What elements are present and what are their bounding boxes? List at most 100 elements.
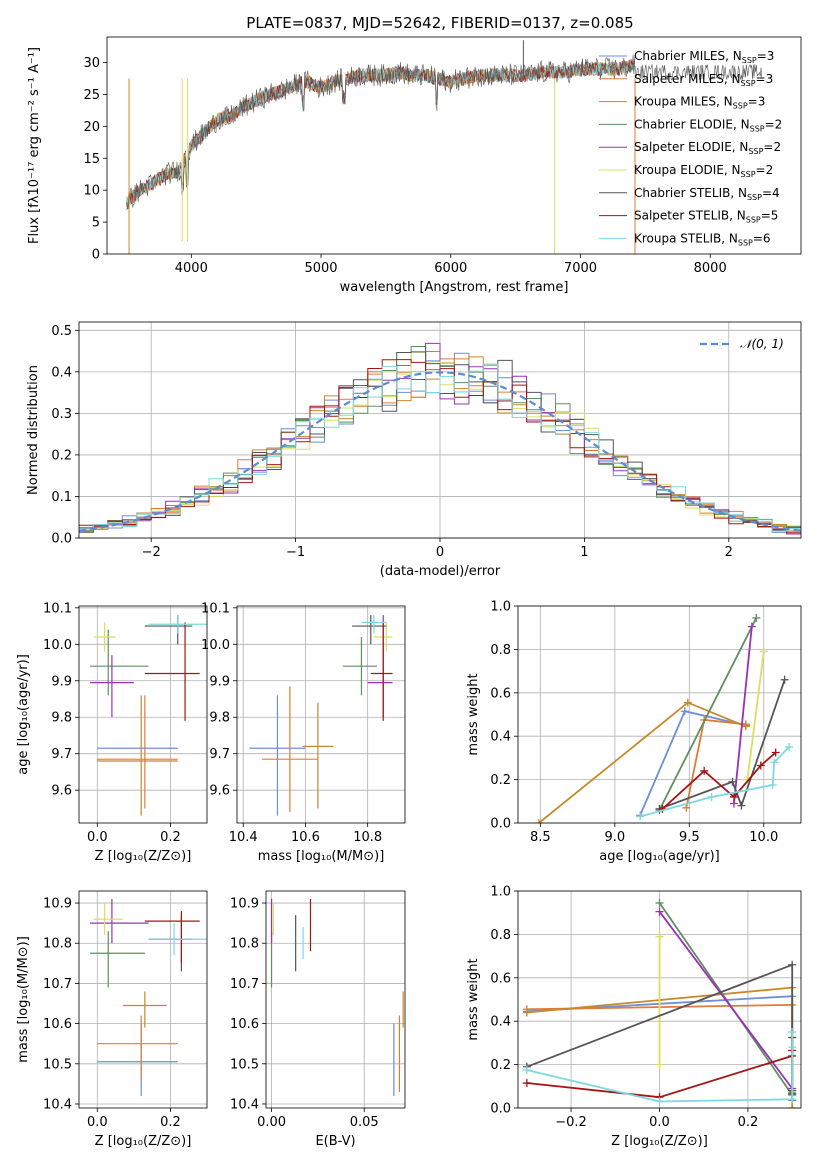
weight-marker [655, 898, 664, 907]
y-tick-label: 0 [92, 248, 100, 263]
weight-marker [636, 812, 645, 821]
panel-age-vs-z: 0.0 0.2 9.6 9.7 9.8 9.9 10.0 10.1 Z [log₁₀(Z/Z⊙)… [16, 601, 208, 864]
x-tick-label: 0.2 [160, 1115, 181, 1130]
legend-label: Kroupa STELIB, NSSP=6 [634, 231, 771, 247]
panel-mass-vs-ebv: 0.00 0.05 10.4 10.5 10.6 10.7 10.8 10.9 E(B-V) [230, 890, 406, 1149]
plot-area [249, 615, 393, 816]
panel-age-vs-mass: 10.4 10.6 10.8 9.6 9.7 9.8 9.9 10.0 10.1 mass [lo… [201, 601, 406, 864]
weight-marker [655, 932, 664, 941]
legend-label: 𝒩(0, 1) [740, 337, 784, 351]
weight-marker [655, 1097, 664, 1106]
x-tick-label: 4000 [175, 261, 208, 276]
y-axis-label: Flux [fλ10⁻¹⁷ erg cm⁻² s⁻¹ A⁻¹] [27, 47, 42, 244]
x-tick-label: 8000 [694, 261, 727, 276]
axes-frame [106, 36, 802, 255]
weight-marker [756, 761, 765, 770]
x-tick-label: 0.2 [160, 830, 181, 845]
x-tick-label: 0.0 [649, 1115, 670, 1130]
weight-marker [788, 1104, 797, 1108]
x-tick-label: 0.2 [738, 1115, 759, 1130]
y-tick-label: 0.6 [490, 971, 511, 986]
plot-area [522, 898, 797, 1108]
plot-area [79, 342, 801, 535]
y-tick-label: 5 [92, 216, 100, 231]
x-tick-label: 10.6 [291, 830, 320, 845]
weight-marker [780, 675, 789, 684]
panel-weight-vs-z: −0.2 0.0 0.2 0.0 0.2 0.4 0.6 0.8 1.0 Z [log₁₀(Z/Z… [466, 885, 802, 1149]
y-tick-label: 10.7 [43, 977, 72, 992]
y-tick-label: 9.8 [51, 711, 72, 726]
y-axis-label: mass weight [466, 673, 481, 755]
weight-marker [737, 801, 746, 810]
y-tick-label: 0.2 [490, 1058, 511, 1073]
weight-marker [770, 758, 779, 767]
spectrum-legend: Chabrier MILES, NSSP=3 Salpeter MILES, NS… [599, 49, 782, 247]
x-tick-label: 9.5 [679, 830, 700, 845]
y-tick-label: 10.9 [43, 897, 72, 912]
weight-marker [747, 622, 756, 631]
plot-area [534, 613, 794, 823]
y-tick-label: 1.0 [490, 885, 511, 900]
y-tick-label: 10.6 [43, 1017, 72, 1032]
panel-spectrum: 4000 5000 6000 7000 8000 0 5 10 15 20 25 30 waveleng… [27, 36, 802, 295]
legend-label: Kroupa MILES, NSSP=3 [634, 95, 765, 111]
weight-marker [700, 766, 709, 775]
y-tick-label: 0.8 [490, 643, 511, 658]
weight-marker [680, 707, 689, 716]
y-axis-label: mass weight [466, 958, 481, 1040]
x-tick-label: 0.00 [257, 1115, 286, 1130]
y-tick-label: 0.6 [490, 686, 511, 701]
legend-label: Chabrier MILES, NSSP=3 [634, 49, 774, 65]
x-axis-label: Z [log₁₀(Z/Z⊙)] [95, 849, 192, 864]
weight-line-5 [746, 651, 765, 780]
weight-marker [728, 777, 737, 786]
weight-marker [759, 647, 768, 656]
figure-title: PLATE=0837, MJD=52642, FIBERID=0137, z=0… [246, 14, 633, 32]
weight-line-7 [661, 751, 777, 810]
y-tick-label: 10.1 [201, 601, 230, 616]
y-tick-label: 0.4 [490, 730, 511, 745]
y-tick-label: 0.3 [51, 407, 72, 422]
x-tick-label: 7000 [564, 261, 597, 276]
y-axis-label: mass [log₁₀(M/M⊙)] [16, 936, 31, 1063]
y-tick-label: 10.1 [43, 601, 72, 616]
legend-label: Salpeter MILES, NSSP=3 [634, 72, 773, 88]
histogram-series-8 [79, 363, 801, 532]
weight-marker [534, 819, 543, 823]
y-tick-label: 9.7 [209, 747, 230, 762]
weight-marker [682, 803, 691, 812]
x-tick-label: 10.4 [229, 830, 258, 845]
weight-marker [785, 743, 794, 752]
x-tick-label: 8.5 [530, 830, 551, 845]
y-tick-label: 10.7 [230, 977, 259, 992]
axes-frame [78, 605, 208, 824]
weight-marker [729, 792, 738, 801]
axes-frame [236, 605, 406, 824]
legend-label: Chabrier ELODIE, NSSP=2 [634, 117, 782, 133]
weight-line-4 [733, 626, 753, 804]
spectrum-line-1 [126, 59, 635, 206]
weight-marker [788, 1043, 797, 1052]
y-tick-label: 9.6 [51, 784, 72, 799]
x-axis-label: mass [log₁₀(M/M⊙)] [258, 849, 385, 864]
x-tick-label: 0.0 [87, 830, 108, 845]
y-tick-label: 25 [83, 88, 100, 103]
x-axis-label: age [log₁₀(age/yr)] [599, 849, 720, 864]
weight-marker [522, 1079, 531, 1088]
plot-area [89, 615, 207, 816]
y-tick-label: 0.0 [490, 817, 511, 832]
y-tick-label: 9.8 [209, 711, 230, 726]
x-axis-label: Z [log₁₀(Z/Z⊙)] [611, 1134, 708, 1149]
panel-mass-vs-z: 0.0 0.2 10.4 10.5 10.6 10.7 10.8 10.9 Z [log₁₀(Z… [16, 890, 208, 1149]
weight-marker [683, 698, 692, 707]
plot-area [89, 899, 207, 1096]
y-axis-label: age [log₁₀(age/yr)] [16, 654, 31, 775]
y-tick-label: 1.0 [490, 600, 511, 615]
axes-frame [78, 321, 802, 539]
panel-residuals: −2 −1 0 1 2 0.0 0.1 0.2 0.3 0.4 0.5 (data-model)/er… [26, 321, 802, 579]
weight-line-0 [639, 710, 747, 816]
y-tick-label: 0.0 [51, 532, 72, 547]
y-tick-label: 0.0 [490, 1102, 511, 1117]
y-axis-label: Normed distribution [26, 365, 41, 495]
